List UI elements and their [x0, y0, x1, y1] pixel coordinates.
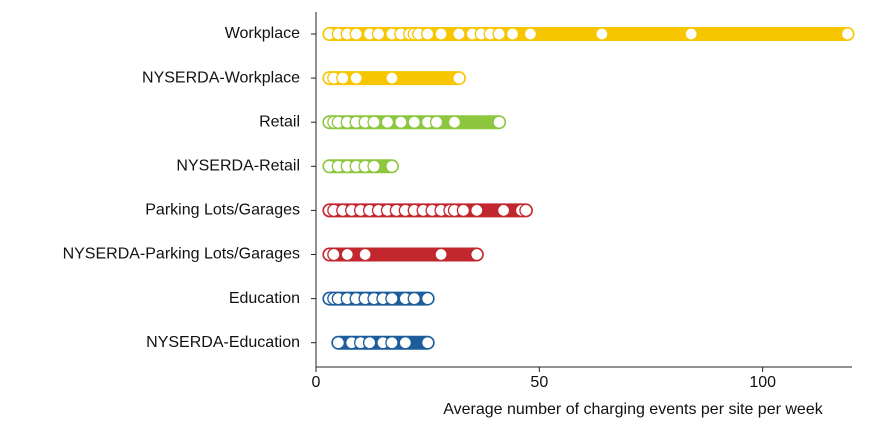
point [385, 71, 399, 85]
point [452, 71, 466, 85]
point [523, 27, 538, 41]
point [349, 27, 363, 41]
point [421, 27, 435, 41]
point [371, 27, 386, 41]
point [456, 203, 471, 218]
point [394, 115, 408, 129]
point [398, 336, 412, 350]
point [519, 203, 533, 218]
y-tick-label: NYSERDA-Parking Lots/Garages [63, 246, 300, 263]
point [505, 27, 520, 41]
x-tick-label: 100 [749, 374, 776, 391]
point [385, 336, 399, 350]
point [385, 291, 399, 306]
point [327, 247, 341, 262]
point [407, 291, 421, 306]
point [470, 247, 484, 262]
point [429, 115, 444, 129]
point [434, 27, 448, 41]
point [407, 115, 421, 129]
point [492, 27, 506, 41]
point [385, 159, 399, 173]
x-tick-label: 0 [312, 374, 321, 391]
point [421, 291, 435, 306]
y-tick-label: NYSERDA-Education [146, 334, 300, 351]
y-tick-label: Parking Lots/Garages [145, 202, 300, 219]
point [340, 247, 354, 262]
y-tick-label: Retail [259, 113, 300, 130]
point [496, 203, 511, 218]
point [367, 115, 381, 129]
x-tick-label: 50 [530, 374, 548, 391]
point [492, 115, 506, 129]
point [447, 115, 462, 129]
point [349, 71, 363, 85]
x-axis-label: Average number of charging events per si… [443, 401, 823, 418]
y-tick-label: Education [229, 290, 300, 307]
point [452, 27, 466, 41]
point [840, 27, 855, 41]
y-tick-label: Workplace [225, 25, 300, 42]
point [470, 203, 484, 218]
point [362, 336, 377, 350]
y-tick-label: NYSERDA-Workplace [142, 69, 300, 86]
point [595, 27, 609, 41]
y-tick-label: NYSERDA-Retail [176, 158, 300, 175]
point [684, 27, 698, 41]
point [358, 247, 372, 262]
point [434, 247, 448, 262]
point [421, 336, 435, 350]
point [367, 159, 381, 173]
point [380, 115, 395, 129]
point [336, 71, 350, 85]
point [331, 336, 345, 350]
